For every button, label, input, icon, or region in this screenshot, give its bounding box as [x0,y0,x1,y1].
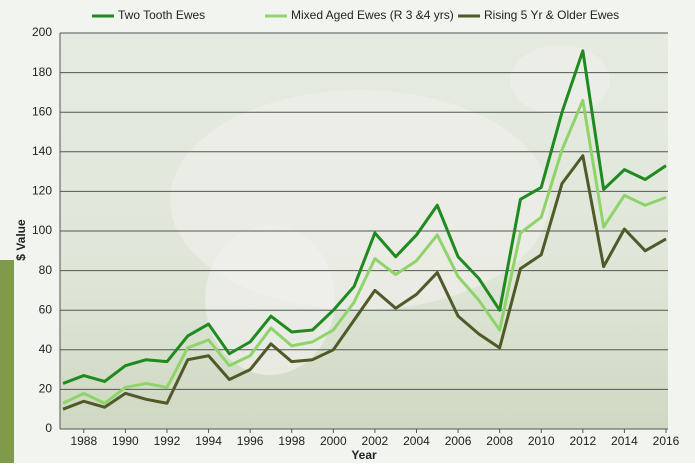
y-tick-label: 20 [39,382,53,396]
lamb-shape [205,225,335,375]
legend-label: Mixed Aged Ewes (R 3 &4 yrs) [291,8,454,22]
x-tick-label: 1992 [154,434,181,448]
y-tick-label: 180 [32,65,52,79]
x-tick-label: 2012 [569,434,596,448]
x-tick-label: 2010 [528,434,555,448]
y-tick-label: 100 [32,223,52,237]
legend-label: Two Tooth Ewes [118,8,205,22]
y-tick-label: 140 [32,144,52,158]
y-axis-label: $ Value [14,219,28,261]
x-tick-label: 2016 [653,434,680,448]
y-tick-label: 80 [39,263,53,277]
chart: $ Value Year 0 20 40 60 80 100 120 140 160 180 200… [0,0,695,463]
x-tick-label: 2006 [445,434,472,448]
x-tick-label: 1988 [70,434,97,448]
x-tick-label: 1994 [195,434,222,448]
x-tick-label: 2014 [611,434,638,448]
y-tick-label: 0 [45,421,52,435]
x-tick-label: 2004 [403,434,430,448]
legend-label: Rising 5 Yr & Older Ewes [484,8,619,22]
x-tick-label: 2002 [362,434,389,448]
x-tick-label: 2000 [320,434,347,448]
y-tick-label: 120 [32,184,52,198]
y-tick-label: 160 [32,104,52,118]
x-tick-label: 1996 [237,434,264,448]
x-tick-label: 2008 [486,434,513,448]
photo-edge [0,260,14,463]
x-tick-label: 1990 [112,434,139,448]
x-tick-label: 1998 [278,434,305,448]
y-tick-label: 60 [39,302,53,316]
y-tick-label: 40 [39,342,53,356]
sheep-head [510,45,610,115]
y-tick-label: 200 [32,25,52,39]
x-axis-label: Year [351,448,377,462]
